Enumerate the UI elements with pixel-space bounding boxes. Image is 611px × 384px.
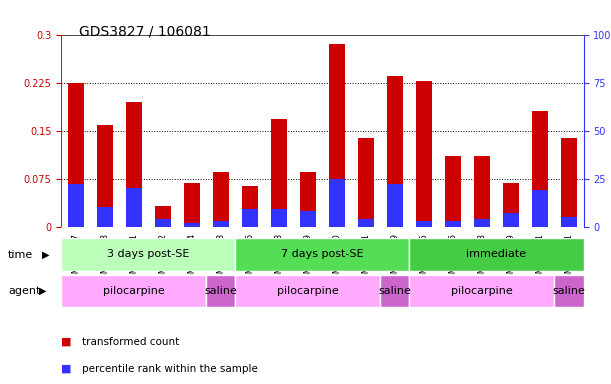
Bar <box>126 102 142 227</box>
Bar <box>184 183 200 227</box>
Text: time: time <box>8 250 33 260</box>
Text: ▶: ▶ <box>42 250 49 260</box>
Bar <box>97 126 112 227</box>
Bar <box>380 275 409 307</box>
Bar <box>387 184 403 227</box>
Bar <box>532 190 548 227</box>
Text: ▶: ▶ <box>38 286 46 296</box>
Text: 3 days post-SE: 3 days post-SE <box>107 249 189 260</box>
Text: agent: agent <box>8 286 40 296</box>
Bar <box>235 275 380 307</box>
Text: saline: saline <box>204 286 237 296</box>
Bar <box>555 275 584 307</box>
Text: 7 days post-SE: 7 days post-SE <box>281 249 364 260</box>
Bar <box>445 221 461 227</box>
Text: immediate: immediate <box>466 249 527 260</box>
Bar <box>206 275 235 307</box>
Bar <box>300 172 316 227</box>
Bar <box>155 206 170 227</box>
Bar <box>474 219 490 227</box>
Bar <box>532 111 548 227</box>
Bar <box>409 275 555 307</box>
Bar <box>271 119 287 227</box>
Bar <box>68 83 84 227</box>
Bar <box>409 238 584 271</box>
Bar <box>387 76 403 227</box>
Text: pilocarpine: pilocarpine <box>103 286 164 296</box>
Text: ■: ■ <box>61 337 71 347</box>
Text: GDS3827 / 106081: GDS3827 / 106081 <box>79 25 211 39</box>
Bar <box>561 217 577 227</box>
Bar <box>561 138 577 227</box>
Text: pilocarpine: pilocarpine <box>451 286 513 296</box>
Text: ■: ■ <box>61 364 71 374</box>
Bar <box>68 184 84 227</box>
Bar <box>300 211 316 227</box>
Bar <box>61 275 206 307</box>
Text: percentile rank within the sample: percentile rank within the sample <box>82 364 258 374</box>
Bar <box>235 238 409 271</box>
Bar <box>358 219 374 227</box>
Bar <box>97 207 112 227</box>
Bar <box>503 183 519 227</box>
Bar <box>416 81 432 227</box>
Bar <box>445 156 461 227</box>
Bar <box>503 213 519 227</box>
Bar <box>271 209 287 227</box>
Bar <box>329 44 345 227</box>
Bar <box>474 156 490 227</box>
Bar <box>329 179 345 227</box>
Text: saline: saline <box>552 286 585 296</box>
Bar <box>213 221 229 227</box>
Bar <box>155 219 170 227</box>
Text: transformed count: transformed count <box>82 337 180 347</box>
Bar <box>184 223 200 227</box>
Text: pilocarpine: pilocarpine <box>277 286 338 296</box>
Bar <box>126 188 142 227</box>
Bar <box>61 238 235 271</box>
Text: saline: saline <box>378 286 411 296</box>
Bar <box>416 221 432 227</box>
Bar <box>242 209 258 227</box>
Bar <box>213 172 229 227</box>
Bar <box>242 186 258 227</box>
Bar <box>358 138 374 227</box>
